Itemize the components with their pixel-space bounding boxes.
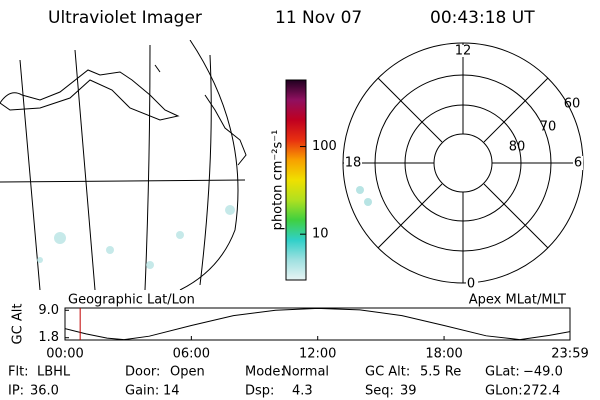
meridians <box>19 44 212 290</box>
mlt-label: 6 <box>574 156 582 171</box>
orbit-frame <box>64 307 571 341</box>
limb <box>179 40 239 290</box>
field-label: IP: <box>8 384 24 399</box>
polar-title: Apex MLat/MLT <box>469 293 566 308</box>
field-value: 4.3 <box>292 384 313 399</box>
field-value: −49.0 <box>523 365 563 380</box>
altitude-line <box>65 308 570 340</box>
colorbar-fill <box>285 79 307 281</box>
x-tick-label: 06:00 <box>173 347 210 362</box>
orbit-plot: 9.0 1.8 00:00 06:00 12:00 18:00 23:59 <box>38 303 588 362</box>
x-tick-label: 00:00 <box>46 347 83 362</box>
field-value: Open <box>170 365 205 380</box>
polar-plot <box>342 42 584 284</box>
mlt-label: 0 <box>467 277 475 292</box>
date: 11 Nov 07 <box>275 8 362 28</box>
field-value: 14 <box>163 384 180 399</box>
field-label: Mode: <box>245 365 285 380</box>
lat-label: 80 <box>509 140 526 155</box>
field-value: Normal <box>282 365 329 380</box>
field-value: 5.5 Re <box>420 365 461 380</box>
time: 00:43:18 UT <box>430 8 535 28</box>
map <box>0 40 247 290</box>
mlt-label: 12 <box>455 44 472 59</box>
field-label: Seq: <box>365 384 394 399</box>
lat-label: 70 <box>540 120 557 135</box>
colorbar-tick-label: 100 <box>312 139 337 154</box>
mlt-label: 18 <box>345 156 362 171</box>
field-label: Flt: <box>8 365 29 380</box>
field-value: 36.0 <box>30 384 59 399</box>
lat-label: 60 <box>564 97 581 112</box>
y-tick-label: 1.8 <box>38 330 59 345</box>
instrument: Ultraviolet Imager <box>48 8 202 28</box>
field-value: 272.4 <box>523 384 560 399</box>
field-label: Gain: <box>125 384 159 399</box>
colorbar: 10 100 <box>285 79 337 281</box>
x-tick-label: 23:59 <box>551 347 588 362</box>
y-tick-label: 9.0 <box>38 303 59 318</box>
x-tick-label: 18:00 <box>425 347 462 362</box>
field-label: GLon: <box>485 384 523 399</box>
coastline <box>0 69 180 121</box>
parallel <box>0 179 246 183</box>
colorbar-tick-label: 10 <box>312 227 329 242</box>
coastline <box>204 94 247 166</box>
field-value: LBHL <box>37 365 71 380</box>
field-value: 39 <box>400 384 417 399</box>
map-title: Geographic Lat/Lon <box>68 293 195 308</box>
x-tick-label: 12:00 <box>299 347 336 362</box>
field-label: GLat: <box>485 365 520 380</box>
colorbar-label: photon cm⁻²s⁻¹ <box>271 130 286 231</box>
field-label: GC Alt: <box>365 365 410 380</box>
field-label: Door: <box>125 365 160 380</box>
field-label: Dsp: <box>245 384 274 399</box>
orbit-ylabel: GC Alt <box>11 304 26 345</box>
aurora <box>37 205 235 269</box>
aurora <box>356 186 372 206</box>
island <box>154 64 161 73</box>
footer: Flt: LBHL Door: Open Mode:Normal GC Alt: 5.5 R… <box>8 365 563 399</box>
